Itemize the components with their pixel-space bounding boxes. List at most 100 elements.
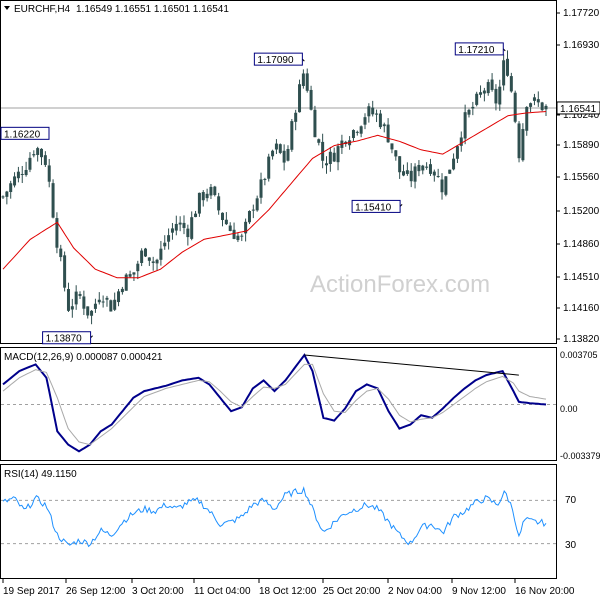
candle xyxy=(475,91,479,107)
candle xyxy=(402,164,406,177)
candle-body xyxy=(428,164,432,174)
candle-body xyxy=(448,169,452,174)
candle-body xyxy=(232,229,236,239)
candle-body xyxy=(505,58,509,76)
macd-signal-line xyxy=(2,363,547,446)
macd-line xyxy=(2,353,547,453)
candle xyxy=(147,257,151,266)
candle xyxy=(425,162,429,170)
candle-body xyxy=(59,248,63,258)
candle xyxy=(394,150,398,161)
candle xyxy=(170,222,174,240)
candle-body xyxy=(155,259,159,264)
price-annotation: 1.15410 xyxy=(351,199,403,213)
annotation-label: 1.17090 xyxy=(257,55,294,66)
candle xyxy=(240,233,244,242)
candle-body xyxy=(105,297,109,300)
candle xyxy=(244,218,248,242)
candle xyxy=(301,69,305,89)
candle xyxy=(455,145,459,164)
candle xyxy=(74,285,78,310)
candle-body xyxy=(244,221,248,234)
candle xyxy=(409,163,413,188)
candle-body xyxy=(97,299,101,303)
candle-body xyxy=(16,171,20,179)
candle-body xyxy=(498,86,502,105)
time-tick-label: 18 Oct 12:00 xyxy=(259,586,317,597)
candle xyxy=(263,177,267,186)
candle-body xyxy=(40,148,44,158)
dropdown-triangle-icon[interactable] xyxy=(4,6,10,10)
macd-trendline xyxy=(304,354,519,376)
macd-tick-label: -0.003379 xyxy=(560,451,600,461)
current-price-badge xyxy=(556,101,600,115)
rsi-line xyxy=(2,486,547,548)
candle-body xyxy=(167,235,171,242)
candle xyxy=(251,204,255,219)
candle-body xyxy=(190,217,194,239)
candle-body xyxy=(471,106,475,109)
candle xyxy=(386,118,390,143)
candle xyxy=(59,244,63,262)
candle xyxy=(224,212,228,226)
candle-body xyxy=(321,141,325,161)
candle xyxy=(43,151,47,167)
candle-body xyxy=(394,150,398,157)
candle-body xyxy=(375,113,379,115)
price-tick-label: 1.17720 xyxy=(563,8,600,19)
time-tick-label: 3 Oct 20:00 xyxy=(132,586,184,597)
time-tick-label: 26 Sep 12:00 xyxy=(66,586,126,597)
price-tick-label: 1.15200 xyxy=(563,206,600,217)
candle-body xyxy=(324,163,328,166)
candle-body xyxy=(247,211,251,223)
candle xyxy=(90,310,94,325)
candle-body xyxy=(532,97,536,101)
candle xyxy=(479,85,483,98)
candle-body xyxy=(55,218,59,248)
candle-body xyxy=(170,228,174,233)
candle xyxy=(367,103,371,123)
candle xyxy=(16,166,20,183)
candle xyxy=(398,156,402,179)
candle-body xyxy=(536,99,540,103)
candle xyxy=(151,256,155,271)
candle xyxy=(271,149,275,160)
candle-body xyxy=(290,121,294,150)
candle-body xyxy=(298,84,302,113)
candle xyxy=(13,172,17,188)
candle-body xyxy=(228,225,232,231)
candle-body xyxy=(544,105,548,110)
candle xyxy=(201,190,205,207)
candle xyxy=(101,295,105,308)
candle-body xyxy=(282,150,286,163)
candle xyxy=(194,210,198,218)
candle xyxy=(78,291,82,299)
candle-body xyxy=(251,209,255,211)
candle xyxy=(267,153,271,182)
candle-body xyxy=(136,263,140,272)
candle-body xyxy=(382,124,386,127)
candle-body xyxy=(317,139,321,143)
candle xyxy=(336,143,340,171)
candle-body xyxy=(413,166,417,182)
candle-body xyxy=(43,155,47,165)
candle xyxy=(24,161,28,177)
candle xyxy=(471,101,475,116)
macd-tick-label: 0.003705 xyxy=(560,350,598,360)
candle xyxy=(321,133,325,169)
candle-body xyxy=(336,146,340,163)
candle xyxy=(536,91,540,107)
candle xyxy=(221,212,225,227)
candle-body xyxy=(313,109,317,138)
candle-body xyxy=(221,212,225,221)
price-tick-label: 1.14510 xyxy=(563,272,600,283)
candle-body xyxy=(236,235,240,241)
candle-body xyxy=(13,176,17,186)
candle xyxy=(97,292,101,305)
candle-body xyxy=(482,90,486,94)
candle xyxy=(213,185,217,197)
rsi-layer xyxy=(1,486,556,548)
rsi-panel-frame xyxy=(0,464,557,579)
candle xyxy=(544,104,548,117)
current-price-label: 1.16541 xyxy=(560,104,597,115)
